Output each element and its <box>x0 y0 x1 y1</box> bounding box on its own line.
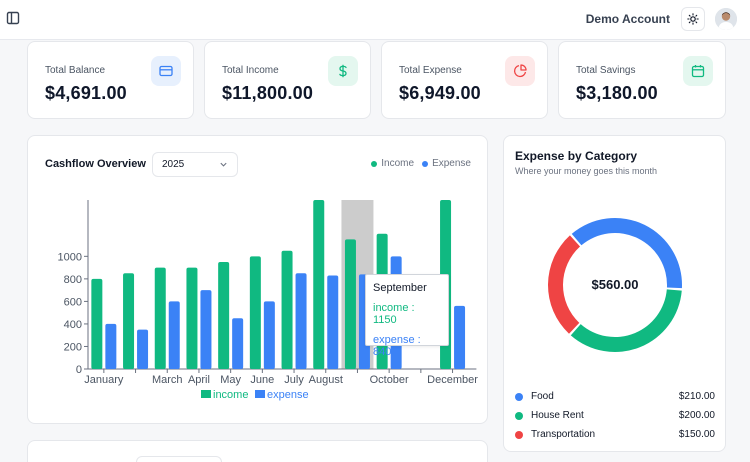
tooltip-title: September <box>373 282 427 294</box>
bottom-card-select[interactable] <box>136 456 222 462</box>
bar-expense-april[interactable] <box>200 290 212 369</box>
theme-toggle-button[interactable] <box>681 7 705 31</box>
bar-expense-august[interactable] <box>327 275 339 369</box>
stat-value: $3,180.00 <box>576 83 658 103</box>
bar-expense-february[interactable] <box>137 329 149 369</box>
x-tick-label: August <box>309 374 343 386</box>
bar-expense-july[interactable] <box>295 273 307 369</box>
avatar[interactable] <box>715 8 737 30</box>
credit-card-icon <box>151 56 181 86</box>
bar-income-march[interactable] <box>154 267 166 369</box>
category-amount: $210.00 <box>678 391 715 402</box>
top-bar: Demo Account <box>0 0 750 40</box>
stat-label: Total Balance <box>45 65 106 76</box>
bar-expense-december[interactable] <box>454 305 466 369</box>
donut-total: $560.00 <box>592 277 639 292</box>
category-name: House Rent <box>531 410 584 421</box>
bar-expense-january[interactable] <box>105 323 117 369</box>
legend-label: income <box>213 389 248 401</box>
legend-label: expense <box>267 389 309 401</box>
stat-card-total-savings: Total Savings $3,180.00 <box>558 41 726 119</box>
y-tick-label: 0 <box>76 364 82 376</box>
category-subtitle: Where your money goes this month <box>515 166 658 176</box>
chevron-down-icon <box>220 162 227 167</box>
x-tick-label: March <box>152 374 183 386</box>
legend-bottom-expense[interactable]: expense <box>255 389 309 401</box>
calendar-icon <box>683 56 713 86</box>
stat-label: Total Income <box>222 65 279 76</box>
x-tick-label: January <box>84 374 124 386</box>
legend-item-income[interactable]: Income <box>371 158 414 169</box>
category-amount: $200.00 <box>678 410 715 421</box>
stat-label: Total Expense <box>399 65 462 76</box>
bar-income-february[interactable] <box>123 273 135 369</box>
legend-top: Income Expense <box>371 158 471 169</box>
category-name: Transportation <box>531 429 596 440</box>
donut-slice-transportation[interactable] <box>548 235 581 334</box>
legend-label: Expense <box>432 158 471 169</box>
bar-income-june[interactable] <box>249 256 261 369</box>
cashflow-title: Cashflow Overview <box>45 158 146 170</box>
bar-income-april[interactable] <box>186 267 198 369</box>
bar-income-january[interactable] <box>91 278 103 369</box>
legend-dot <box>422 160 429 167</box>
category-title: Expense by Category <box>515 149 638 163</box>
stat-card-total-expense: Total Expense $6,949.00 <box>381 41 548 119</box>
category-amount: $150.00 <box>678 429 715 440</box>
category-name: Food <box>531 391 554 402</box>
category-item-food: Food $210.00 <box>515 390 715 404</box>
y-tick-label: 400 <box>64 319 82 331</box>
x-tick-label: December <box>427 374 478 386</box>
category-dot <box>515 431 523 439</box>
stat-label: Total Savings <box>576 65 636 76</box>
stat-value: $4,691.00 <box>45 83 127 103</box>
bar-income-july[interactable] <box>281 250 293 369</box>
sidebar-toggle-icon[interactable] <box>6 11 20 25</box>
y-tick-label: 1000 <box>58 251 82 263</box>
x-tick-label: October <box>370 374 409 386</box>
y-tick-label: 200 <box>64 341 82 353</box>
chart-tooltip: September income : 1150 expense : 840 <box>365 274 449 358</box>
y-tick-label: 600 <box>64 296 82 308</box>
category-item-transportation: Transportation $150.00 <box>515 428 715 442</box>
donut-slice-food[interactable] <box>571 218 682 289</box>
bar-income-september[interactable] <box>344 239 356 369</box>
pie-chart-icon <box>505 56 535 86</box>
bar-expense-march[interactable] <box>168 301 180 369</box>
legend-dot <box>371 160 378 167</box>
category-dot <box>515 412 523 420</box>
bar-income-may[interactable] <box>218 261 230 369</box>
legend-label: Income <box>381 158 415 169</box>
cashflow-card: Cashflow Overview 2025 Income Expense 0 2… <box>27 135 488 424</box>
tooltip-income: income : 1150 <box>373 302 415 326</box>
donut-slice-house-rent[interactable] <box>570 289 682 352</box>
category-dot <box>515 393 523 401</box>
legend-item-expense[interactable]: Expense <box>422 158 471 169</box>
stat-card-total-balance: Total Balance $4,691.00 <box>27 41 194 119</box>
expense-donut-chart: $560.00 <box>548 218 682 352</box>
category-item-house-rent: House Rent $200.00 <box>515 409 715 423</box>
bar-income-august[interactable] <box>313 200 325 369</box>
bar-expense-june[interactable] <box>263 301 275 369</box>
stat-value: $6,949.00 <box>399 83 481 103</box>
sun-icon <box>687 13 699 25</box>
dollar-icon <box>328 56 358 86</box>
y-tick-label: 800 <box>64 274 82 286</box>
x-tick-label: April <box>188 374 210 386</box>
year-select-value: 2025 <box>162 159 185 170</box>
x-tick-label: July <box>284 374 304 386</box>
year-select[interactable]: 2025 <box>152 152 238 177</box>
x-tick-label: June <box>250 374 274 386</box>
tooltip-expense: expense : 840 <box>373 334 421 358</box>
bar-expense-may[interactable] <box>232 318 244 369</box>
legend-swatch <box>255 390 265 398</box>
bottom-card <box>27 440 488 462</box>
legend-bottom-income[interactable]: income <box>201 389 248 401</box>
legend-swatch <box>201 390 211 398</box>
stat-value: $11,800.00 <box>222 83 314 103</box>
account-name[interactable]: Demo Account <box>585 12 670 26</box>
stat-card-total-income: Total Income $11,800.00 <box>204 41 371 119</box>
expense-category-card: Expense by Category Where your money goe… <box>503 135 726 452</box>
x-tick-label: May <box>220 374 241 386</box>
